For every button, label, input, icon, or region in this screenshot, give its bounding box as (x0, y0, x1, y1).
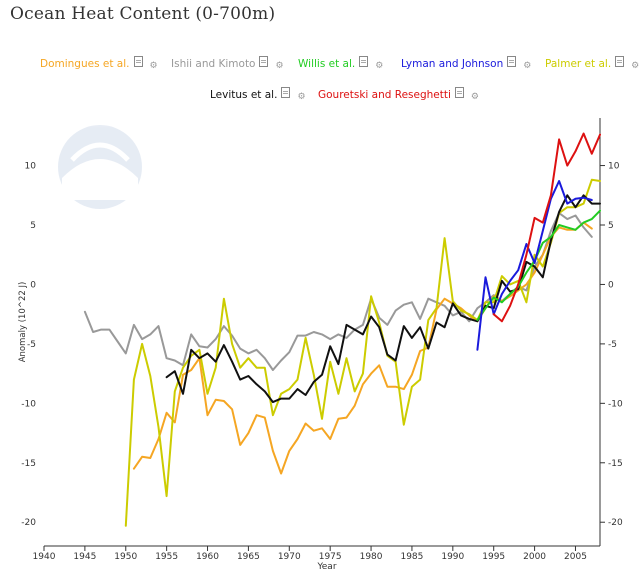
series-line-palmer-et-al (124, 178, 601, 527)
page-title: Ocean Heat Content (0-700m) (10, 4, 276, 24)
x-tick-label: 2005 (564, 552, 587, 562)
gear-icon[interactable]: ⚙ (523, 61, 532, 71)
x-tick-label: 1990 (441, 552, 464, 562)
document-icon[interactable] (615, 55, 625, 67)
legend-item-levitus-et-al[interactable]: Levitus et al. ⚙ (210, 86, 306, 102)
x-tick-label: 1970 (278, 552, 301, 562)
legend-label: Willis et al. (298, 58, 356, 70)
right-y-tick-label: -5 (608, 340, 617, 350)
y-tick-label: 10 (25, 162, 37, 172)
y-tick-label: -5 (27, 340, 36, 350)
x-tick-label: 1955 (155, 552, 178, 562)
x-tick-label: 1960 (196, 552, 219, 562)
series-line-willis-et-al (476, 209, 601, 322)
legend-item-palmer-et-al[interactable]: Palmer et al. ⚙ (545, 55, 640, 71)
gear-icon[interactable]: ⚙ (375, 61, 384, 71)
x-tick-label: 1975 (319, 552, 342, 562)
document-icon[interactable] (259, 55, 269, 67)
x-tick-label: 1940 (33, 552, 56, 562)
x-tick-label: 1985 (400, 552, 423, 562)
x-axis-label: Year (316, 562, 336, 572)
right-y-tick-label: -10 (608, 399, 623, 409)
gear-icon[interactable]: ⚙ (275, 61, 284, 71)
gear-icon[interactable]: ⚙ (297, 92, 306, 102)
x-tick-label: 1965 (237, 552, 260, 562)
right-y-tick-label: 0 (608, 280, 614, 290)
right-y-tick-label: 10 (608, 162, 620, 172)
document-icon[interactable] (507, 55, 517, 67)
document-icon[interactable] (281, 86, 291, 98)
document-icon[interactable] (359, 55, 369, 67)
x-tick-label: 1980 (360, 552, 383, 562)
noaa-watermark-logo (58, 125, 142, 209)
right-y-tick-label: -15 (608, 459, 623, 469)
legend-item-domingues-et-al[interactable]: Domingues et al. ⚙ (40, 55, 158, 71)
legend-label: Levitus et al. (210, 89, 278, 101)
y-tick-label: 0 (30, 280, 36, 290)
y-tick-label: -15 (21, 459, 36, 469)
y-tick-label: -10 (21, 399, 36, 409)
x-tick-label: 1950 (114, 552, 137, 562)
y-tick-label: 5 (30, 221, 36, 231)
series-line-gouretski-and-reseghetti (492, 132, 601, 323)
gear-icon[interactable]: ⚙ (631, 61, 640, 71)
series-line-lyman-and-johnson (476, 180, 593, 351)
x-tick-label: 1995 (482, 552, 505, 562)
document-icon[interactable] (133, 55, 143, 67)
y-axis-label: Anomaly (10^22 J) (18, 282, 28, 363)
series-line-levitus-et-al (165, 194, 601, 404)
document-icon[interactable] (454, 86, 464, 98)
legend-label: Lyman and Johnson (401, 58, 504, 70)
legend-label: Gouretski and Reseghetti (318, 89, 451, 101)
right-y-tick-label: 5 (608, 221, 614, 231)
x-tick-label: 2000 (523, 552, 546, 562)
right-y-tick-label: -20 (608, 518, 623, 528)
legend-item-lyman-and-johnson[interactable]: Lyman and Johnson ⚙ (401, 55, 532, 71)
legend-label: Ishii and Kimoto (171, 58, 256, 70)
legend-label: Palmer et al. (545, 58, 612, 70)
legend-item-ishii-and-kimoto[interactable]: Ishii and Kimoto ⚙ (171, 55, 284, 71)
gear-icon[interactable]: ⚙ (149, 61, 158, 71)
legend-item-willis-et-al[interactable]: Willis et al. ⚙ (298, 55, 384, 71)
gear-icon[interactable]: ⚙ (470, 92, 479, 102)
series-line-domingues-et-al (132, 221, 593, 475)
legend-label: Domingues et al. (40, 58, 130, 70)
y-tick-label: -20 (21, 518, 36, 528)
legend-item-gouretski-and-reseghetti[interactable]: Gouretski and Reseghetti ⚙ (318, 86, 479, 102)
x-tick-label: 1945 (73, 552, 96, 562)
